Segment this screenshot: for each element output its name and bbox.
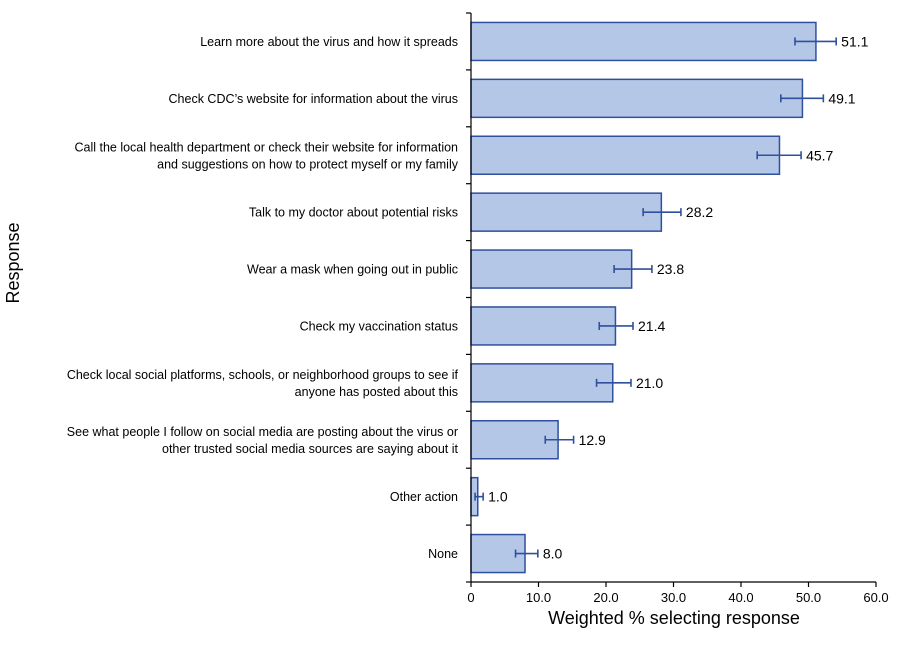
bar (470, 249, 633, 289)
category-label-line: Call the local health department or chec… (74, 140, 458, 154)
data-label: 45.7 (806, 147, 833, 163)
bar (470, 363, 614, 403)
category-label-line: Wear a mask when going out in public (247, 263, 458, 277)
x-tick-label: 50.0 (796, 590, 821, 605)
category-label: Wear a mask when going out in public (247, 263, 458, 277)
labels-layer: 51.1 Learn more about the virus and how i… (67, 33, 889, 605)
category-label-line: Check CDC’s website for information abou… (169, 92, 458, 106)
x-tick-label: 20.0 (593, 590, 618, 605)
category-label: Check CDC’s website for information abou… (169, 92, 458, 106)
bar (470, 21, 817, 62)
category-label: None (428, 547, 458, 561)
x-tick-label: 0 (467, 590, 474, 605)
bars-layer (470, 21, 837, 574)
x-axis-title: Weighted % selecting response (548, 608, 800, 628)
category-label-line: Check my vaccination status (300, 319, 458, 333)
bar (470, 135, 781, 175)
data-label: 23.8 (657, 261, 684, 277)
x-tick-label: 40.0 (728, 590, 753, 605)
x-tick-label: 60.0 (863, 590, 888, 605)
data-label: 49.1 (828, 90, 855, 106)
bar (470, 306, 617, 346)
y-axis-title: Response (3, 222, 23, 303)
data-label: 21.0 (636, 375, 663, 391)
category-label-line: Learn more about the virus and how it sp… (200, 35, 458, 49)
category-label: Check local social platforms, schools, o… (67, 368, 459, 399)
category-label-line: other trusted social media sources are s… (162, 442, 459, 456)
category-label-line: See what people I follow on social media… (67, 425, 458, 439)
category-label: Call the local health department or chec… (74, 140, 458, 171)
category-label: Check my vaccination status (300, 319, 458, 333)
category-label-line: Check local social platforms, schools, o… (67, 368, 459, 382)
data-label: 8.0 (543, 546, 563, 562)
category-label: Other action (390, 490, 458, 504)
category-label-line: and suggestions on how to protect myself… (157, 157, 459, 171)
bar (470, 78, 804, 119)
axes-layer (466, 12, 877, 587)
category-label: Talk to my doctor about potential risks (249, 206, 458, 220)
category-label-line: None (428, 547, 458, 561)
data-label: 28.2 (686, 204, 713, 220)
data-label: 1.0 (488, 489, 508, 505)
x-tick-label: 10.0 (526, 590, 551, 605)
category-label-line: anyone has posted about this (295, 385, 458, 399)
category-label: See what people I follow on social media… (67, 425, 459, 456)
category-label-line: Other action (390, 490, 458, 504)
category-label: Learn more about the virus and how it sp… (200, 35, 458, 49)
data-label: 21.4 (638, 318, 665, 334)
data-label: 51.1 (841, 33, 868, 49)
x-tick-label: 30.0 (661, 590, 686, 605)
category-label-line: Talk to my doctor about potential risks (249, 206, 458, 220)
bar (470, 192, 663, 232)
data-label: 12.9 (579, 432, 606, 448)
